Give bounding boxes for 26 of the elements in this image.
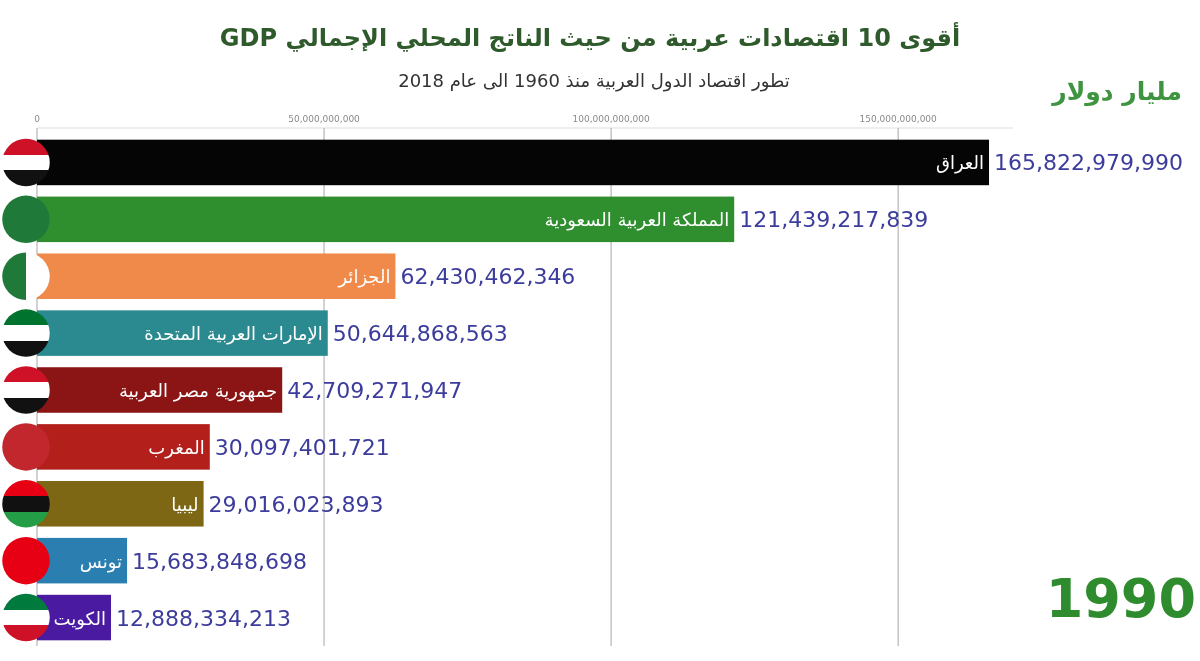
- value-label: 30,097,401,721: [214, 434, 390, 460]
- category-label: الإمارات العربية المتحدة: [144, 323, 323, 345]
- annotation: مليار دولار: [1052, 77, 1182, 106]
- value-label: 50,644,868,563: [332, 321, 508, 347]
- category-label: المملكة العربية السعودية: [544, 209, 730, 231]
- category-label: العراق: [935, 152, 984, 174]
- value-label: 29,016,023,893: [208, 491, 384, 517]
- category-label: ليبيا: [171, 493, 199, 515]
- annotation: 1990: [1045, 567, 1196, 630]
- x-tick-label: 100,000,000,000: [572, 114, 650, 124]
- x-tick-label: 50,000,000,000: [288, 114, 360, 124]
- category-label: المغرب: [148, 436, 205, 458]
- subtitle: تطور اقتصاد الدول العربية منذ 1960 الى عام 2018: [398, 70, 790, 91]
- title: أقوى 10 اقتصادات عربية من حيث الناتج المحلي الإجمالي GDP: [219, 24, 961, 52]
- value-label: 15,683,848,698: [132, 548, 307, 574]
- x-tick-label: 150,000,000,000: [859, 114, 937, 124]
- value-label: 62,430,462,346: [400, 264, 576, 290]
- category-label: الجزائر: [338, 266, 391, 288]
- value-label: 121,439,217,839: [739, 207, 929, 233]
- value-label: 12,888,334,213: [116, 605, 291, 631]
- x-tick-label: 0: [34, 114, 40, 124]
- category-label: الكويت: [53, 607, 106, 629]
- value-label: 165,822,979,990: [994, 150, 1183, 176]
- category-label: جمهورية مصر العربية: [118, 380, 278, 401]
- category-label: تونس: [79, 550, 123, 572]
- value-label: 42,709,271,947: [287, 378, 463, 403]
